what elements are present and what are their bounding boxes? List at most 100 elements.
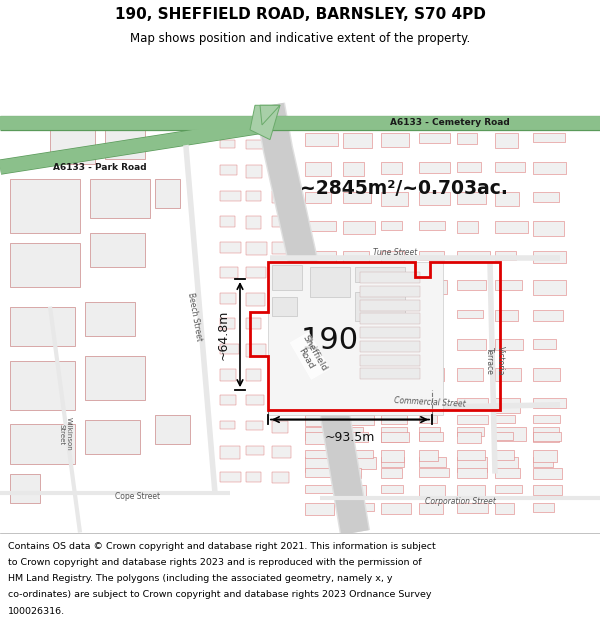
Bar bbox=[419, 309, 439, 323]
Bar bbox=[533, 457, 553, 467]
Bar bbox=[272, 216, 287, 227]
Bar bbox=[419, 414, 437, 424]
Bar bbox=[246, 293, 265, 306]
Bar bbox=[533, 221, 564, 236]
Bar bbox=[246, 242, 267, 254]
Bar bbox=[381, 457, 404, 467]
Bar bbox=[220, 344, 239, 354]
Bar bbox=[343, 280, 373, 291]
Bar bbox=[343, 450, 373, 458]
Bar bbox=[419, 432, 443, 441]
Bar bbox=[272, 191, 286, 204]
Bar bbox=[272, 421, 288, 433]
Bar bbox=[457, 280, 486, 290]
Bar bbox=[246, 216, 261, 229]
Bar bbox=[495, 339, 523, 350]
Bar bbox=[533, 132, 565, 142]
Bar bbox=[457, 369, 483, 381]
Bar bbox=[10, 474, 40, 503]
Bar bbox=[495, 457, 518, 469]
Bar bbox=[533, 309, 563, 321]
Text: Sheffield
Road: Sheffield Road bbox=[292, 333, 328, 378]
Bar bbox=[272, 139, 286, 149]
Bar bbox=[457, 486, 485, 497]
Bar bbox=[10, 361, 75, 410]
Bar bbox=[343, 192, 371, 204]
Text: 190: 190 bbox=[301, 326, 359, 356]
Bar bbox=[533, 369, 560, 381]
Bar bbox=[305, 251, 336, 263]
Bar bbox=[457, 309, 483, 318]
Text: ~64.8m: ~64.8m bbox=[217, 309, 230, 360]
Text: Map shows position and indicative extent of the property.: Map shows position and indicative extent… bbox=[130, 32, 470, 46]
Bar bbox=[246, 472, 261, 482]
Bar bbox=[533, 398, 566, 408]
Text: Commercial Street: Commercial Street bbox=[394, 396, 466, 409]
Bar bbox=[343, 428, 363, 438]
Bar bbox=[495, 309, 518, 321]
Bar bbox=[272, 268, 293, 280]
Bar bbox=[457, 339, 486, 350]
Text: Beech Street: Beech Street bbox=[187, 291, 203, 341]
Bar bbox=[381, 450, 404, 462]
Bar bbox=[381, 221, 402, 230]
Polygon shape bbox=[250, 105, 280, 139]
Bar bbox=[246, 369, 261, 381]
Bar bbox=[272, 293, 286, 302]
Polygon shape bbox=[260, 105, 280, 125]
Bar bbox=[10, 307, 75, 346]
Bar bbox=[419, 398, 439, 409]
Text: 190, SHEFFIELD ROAD, BARNSLEY, S70 4PD: 190, SHEFFIELD ROAD, BARNSLEY, S70 4PD bbox=[115, 7, 485, 22]
Bar bbox=[457, 251, 490, 259]
Bar bbox=[457, 132, 477, 144]
Bar bbox=[360, 300, 420, 311]
Bar bbox=[381, 414, 407, 424]
Text: Corporation Street: Corporation Street bbox=[425, 497, 496, 506]
Bar bbox=[220, 395, 236, 405]
Bar bbox=[50, 130, 95, 164]
Bar bbox=[355, 292, 405, 321]
Bar bbox=[305, 398, 338, 408]
Bar bbox=[220, 369, 236, 381]
Bar bbox=[381, 369, 409, 383]
Bar bbox=[272, 472, 289, 483]
Bar bbox=[305, 457, 333, 472]
Bar bbox=[10, 424, 75, 464]
Bar bbox=[220, 472, 241, 482]
Bar bbox=[155, 179, 180, 208]
Bar bbox=[495, 486, 522, 493]
Bar bbox=[10, 242, 80, 287]
Bar bbox=[305, 132, 338, 146]
Bar bbox=[272, 165, 292, 176]
Bar bbox=[305, 192, 331, 204]
Bar bbox=[381, 251, 404, 262]
Bar bbox=[533, 486, 562, 495]
Bar bbox=[268, 262, 443, 414]
Bar bbox=[495, 369, 521, 381]
Bar bbox=[220, 242, 241, 252]
Bar bbox=[419, 132, 450, 142]
Bar bbox=[457, 432, 481, 443]
Bar bbox=[495, 428, 526, 441]
Text: Tune Street: Tune Street bbox=[373, 248, 417, 257]
Bar bbox=[85, 356, 145, 400]
Bar bbox=[360, 314, 420, 324]
Bar bbox=[533, 162, 566, 174]
Bar bbox=[381, 280, 407, 289]
Bar bbox=[343, 486, 366, 497]
Bar bbox=[272, 242, 292, 254]
Bar bbox=[533, 432, 561, 441]
Bar bbox=[310, 268, 350, 297]
Bar bbox=[246, 318, 261, 329]
Bar bbox=[419, 339, 440, 348]
Bar bbox=[272, 318, 290, 331]
Bar bbox=[305, 428, 325, 440]
Text: 100026316.: 100026316. bbox=[8, 606, 65, 616]
Bar bbox=[495, 468, 520, 479]
Bar bbox=[495, 432, 513, 440]
Bar bbox=[355, 268, 405, 282]
Bar bbox=[533, 280, 566, 295]
Bar bbox=[343, 221, 375, 234]
Bar bbox=[272, 297, 297, 316]
Bar bbox=[305, 162, 331, 176]
